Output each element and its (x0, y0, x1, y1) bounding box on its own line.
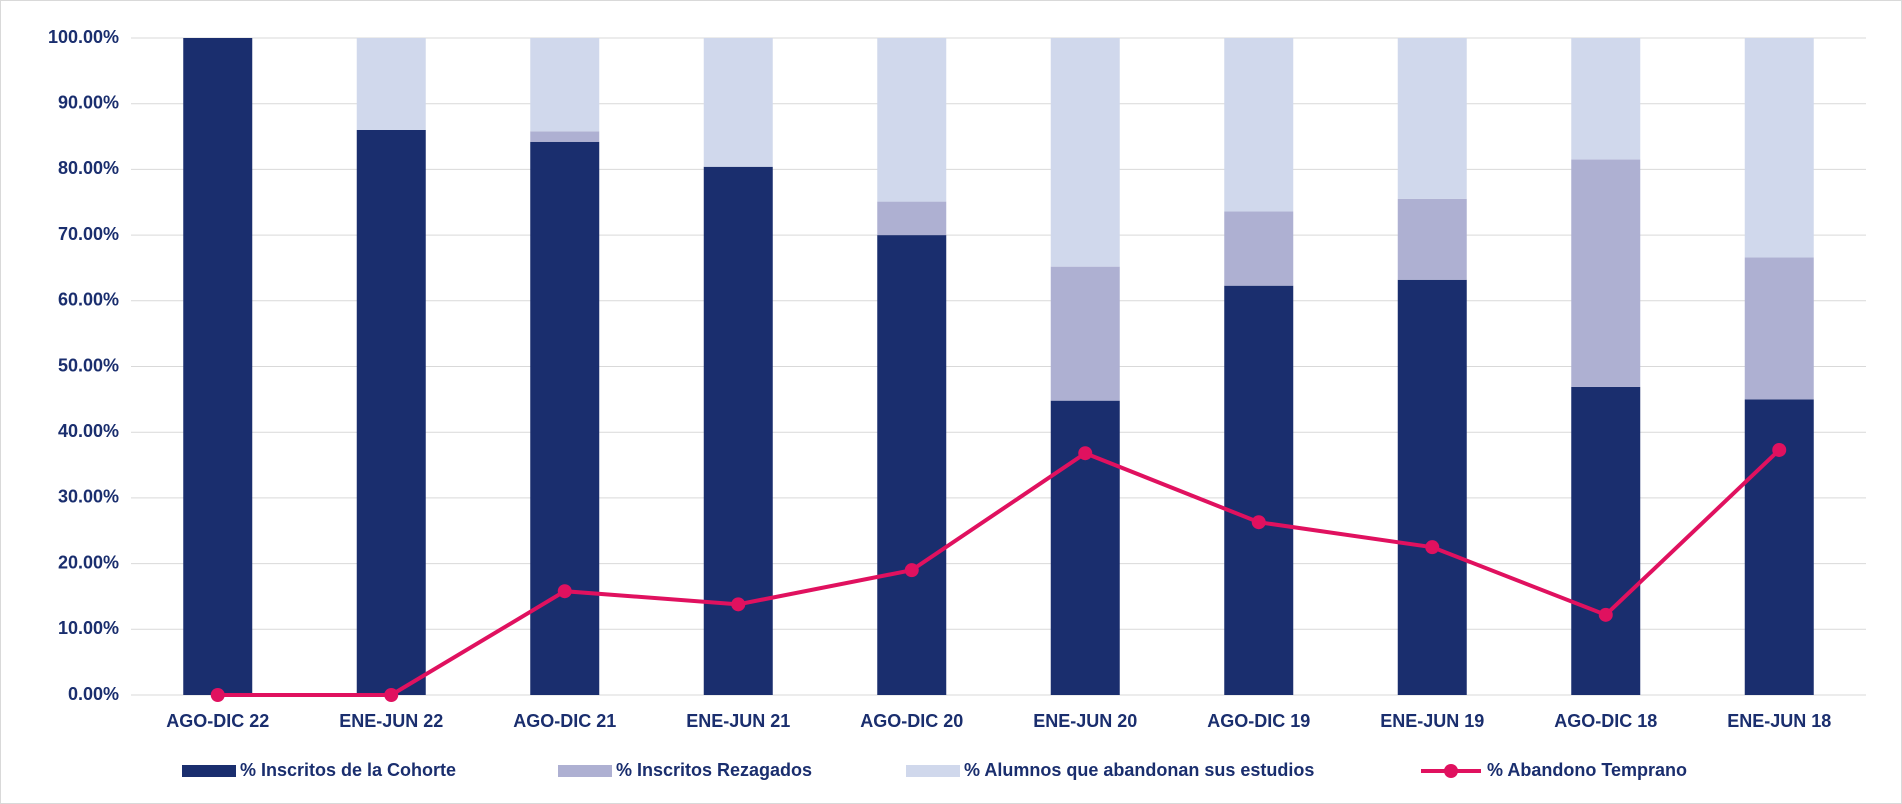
x-tick-label: AGO-DIC 18 (1554, 711, 1657, 731)
bar (1224, 211, 1294, 286)
x-tick-label: AGO-DIC 19 (1207, 711, 1310, 731)
bar (1744, 38, 1814, 258)
bar (1571, 159, 1641, 387)
x-tick-label: ENE-JUN 22 (339, 711, 443, 731)
bar (877, 38, 947, 202)
bar (1050, 38, 1120, 267)
bar (183, 38, 253, 695)
bar (1571, 38, 1641, 160)
line-point (1772, 442, 1787, 457)
y-tick-label: 0.00% (68, 684, 119, 704)
legend-swatch (558, 765, 612, 777)
bar (530, 131, 600, 142)
bar (1571, 386, 1641, 695)
bar (530, 141, 600, 695)
x-tick-label: AGO-DIC 22 (166, 711, 269, 731)
legend-label: % Inscritos de la Cohorte (240, 760, 456, 780)
line-point (210, 688, 225, 702)
line-point (1078, 446, 1093, 461)
legend-swatch (1444, 764, 1458, 778)
bar (1224, 285, 1294, 695)
line-point (904, 563, 919, 578)
x-tick-label: ENE-JUN 18 (1727, 711, 1831, 731)
legend-label: % Abandono Temprano (1487, 760, 1687, 780)
x-tick-label: ENE-JUN 19 (1380, 711, 1484, 731)
line (217, 448, 1781, 697)
line-point (1251, 515, 1266, 530)
y-tick-label: 30.00% (58, 487, 119, 507)
bar (877, 235, 947, 695)
legend-label: % Alumnos que abandonan sus estudios (964, 760, 1314, 780)
line-point (557, 584, 572, 599)
y-tick-label: 20.00% (58, 552, 119, 572)
line-point (731, 597, 746, 612)
line-point (1598, 607, 1613, 622)
x-tick-label: ENE-JUN 20 (1033, 711, 1137, 731)
bar (1397, 279, 1467, 695)
bar (356, 129, 426, 696)
bar (1224, 38, 1294, 212)
bar (356, 38, 426, 130)
bar (703, 166, 773, 696)
bar (1744, 257, 1814, 400)
y-tick-label: 70.00% (58, 224, 119, 244)
line-point (384, 688, 399, 702)
legend-swatch (182, 765, 236, 777)
bar (1050, 266, 1120, 401)
bar (703, 38, 773, 167)
x-tick-label: AGO-DIC 21 (513, 711, 616, 731)
bar (530, 38, 600, 132)
legend-label: % Inscritos Rezagados (616, 760, 812, 780)
bar (1397, 198, 1467, 280)
bar (877, 201, 947, 236)
bar (1050, 400, 1120, 695)
legend-swatch (906, 765, 960, 777)
x-tick-label: ENE-JUN 21 (686, 711, 790, 731)
x-tick-label: AGO-DIC 20 (860, 711, 963, 731)
line-point (1425, 540, 1440, 555)
bar (1397, 38, 1467, 199)
y-tick-label: 10.00% (58, 618, 119, 638)
y-tick-label: 40.00% (58, 421, 119, 441)
y-tick-label: 80.00% (58, 158, 119, 178)
y-tick-label: 90.00% (58, 92, 119, 112)
y-tick-label: 100.00% (48, 27, 119, 47)
y-tick-label: 60.00% (58, 290, 119, 310)
y-tick-label: 50.00% (58, 355, 119, 375)
